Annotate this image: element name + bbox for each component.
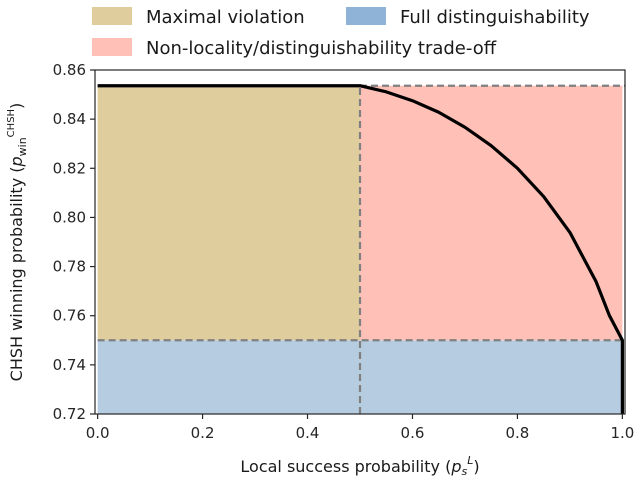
legend: Maximal violation Full distinguishability… [92, 7, 590, 59]
x-tick-label: 0.0 [86, 424, 110, 442]
x-tick-label: 0.2 [191, 424, 215, 442]
region-non-locality-distinguishability-trade-off [360, 85, 623, 341]
plot-frame [94, 69, 626, 415]
y-tick-label: 0.76 [53, 307, 86, 325]
dashed-reference-lines [97, 84, 625, 414]
x-tick-label: 0.6 [401, 424, 425, 442]
y-tick-label: 0.78 [53, 258, 86, 276]
region-maximal-violation [97, 85, 360, 341]
legend-label-maximal-violation: Maximal violation [146, 7, 305, 28]
y-axis-label: CHSH winning probability (pwinCHSH) [6, 103, 29, 382]
legend-label-non-locality-distinguishability-trade-off: Non-locality/distinguishability trade-of… [146, 38, 497, 59]
legend-swatch-non-locality-distinguishability-trade-off [92, 38, 132, 56]
x-axis-label: Local success probability (psL) [240, 454, 479, 477]
x-axis-ticks: 0.0 0.2 0.4 0.6 0.8 1.0 [86, 414, 634, 442]
y-axis-ticks: 0.72 0.74 0.76 0.78 0.80 0.82 0.84 0.86 [53, 61, 95, 423]
y-tick-label: 0.86 [53, 61, 86, 79]
x-tick-label: 0.4 [296, 424, 320, 442]
y-tick-label: 0.82 [53, 159, 86, 177]
y-tick-label: 0.74 [53, 356, 86, 374]
y-tick-label: 0.72 [53, 405, 86, 423]
x-tick-label: 0.8 [505, 424, 529, 442]
legend-swatch-full-distinguishability [346, 7, 386, 25]
x-tick-label: 1.0 [610, 424, 634, 442]
legend-label-full-distinguishability: Full distinguishability [400, 7, 590, 28]
boundary-curve [97, 84, 624, 414]
boundary-curve-line [97, 84, 624, 414]
y-tick-label: 0.84 [53, 110, 86, 128]
y-tick-label: 0.80 [53, 208, 86, 226]
legend-swatch-maximal-violation [92, 7, 132, 25]
